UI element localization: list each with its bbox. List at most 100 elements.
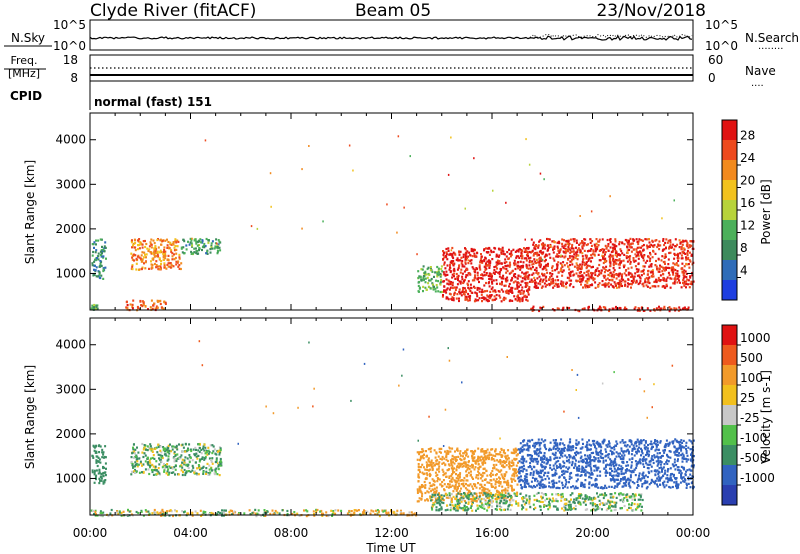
heatmap-cell: [485, 262, 487, 265]
heatmap-cell: [686, 278, 689, 281]
heatmap-cell: [136, 457, 139, 461]
heatmap-cell: [192, 252, 195, 255]
heatmap-cell: [575, 239, 578, 242]
heatmap-cell: [450, 467, 453, 470]
heatmap-cell: [628, 243, 631, 246]
heatmap-cell: [611, 243, 614, 246]
heatmap-cell: [673, 252, 676, 255]
heatmap-cell: [424, 484, 427, 487]
heatmap-cell: [174, 244, 177, 248]
heatmap-cell: [134, 461, 137, 464]
heatmap-cell: [508, 282, 511, 286]
heatmap-cell: [677, 276, 680, 279]
heatmap-cell: [165, 454, 168, 457]
heatmap-cell: [534, 444, 537, 447]
heatmap-cell: [629, 474, 632, 477]
heatmap-cell: [508, 264, 511, 268]
heatmap-cell: [94, 510, 97, 513]
heatmap-cell: [586, 449, 589, 452]
heatmap-cell: [427, 448, 430, 451]
heatmap-cell: [615, 251, 618, 255]
heatmap-cell: [457, 267, 460, 270]
heatmap-cell: [641, 472, 644, 476]
heatmap-cell: [195, 251, 198, 255]
heatmap-cell: [577, 266, 580, 269]
heatmap-cell: [626, 468, 628, 471]
heatmap-cell: [147, 463, 150, 466]
heatmap-cell: [468, 296, 471, 299]
heatmap-cell: [544, 258, 547, 262]
heatmap-cell: [582, 286, 584, 289]
heatmap-cell: [576, 248, 579, 252]
heatmap-cell: [437, 462, 440, 465]
heatmap-cell: [438, 465, 441, 468]
heatmap-cell: [513, 468, 516, 471]
heatmap-cell: [190, 239, 193, 242]
heatmap-cell: [204, 446, 207, 449]
heatmap-cell: [443, 473, 446, 476]
heatmap-cell: [348, 509, 351, 513]
heatmap-cell: [480, 290, 483, 294]
heatmap-cell: [204, 452, 207, 455]
heatmap-cell: [90, 307, 93, 310]
heatmap-cell: [681, 251, 684, 254]
heatmap-cell: [580, 265, 583, 268]
heatmap-cell: [142, 301, 145, 304]
heatmap-cell: [491, 282, 494, 285]
heatmap-cell: [191, 469, 194, 472]
heatmap-cell: [427, 282, 430, 285]
heatmap-cell: [425, 455, 428, 458]
heatmap-cell: [630, 453, 633, 456]
heatmap-cell: [681, 441, 684, 444]
heatmap-cell: [572, 448, 575, 451]
heatmap-cell: [505, 201, 507, 204]
heatmap-cell: [490, 458, 493, 461]
heatmap-cell: [462, 292, 465, 296]
heatmap-cell: [535, 271, 538, 274]
heatmap-cell: [189, 241, 192, 244]
heatmap-cell: [490, 294, 493, 297]
heatmap-cell: [464, 262, 467, 265]
heatmap-cell: [653, 280, 656, 283]
heatmap-cell: [120, 511, 123, 514]
heatmap-cell: [501, 280, 503, 283]
heatmap-cell: [628, 248, 631, 252]
heatmap-cell: [144, 454, 147, 457]
heatmap-cell: [166, 238, 168, 241]
heatmap-cell: [157, 445, 160, 449]
heatmap-cell: [685, 244, 688, 247]
heatmap-cell: [485, 273, 488, 276]
heatmap-cell: [120, 514, 123, 517]
heatmap-cell: [472, 267, 475, 270]
heatmap-cell: [91, 471, 94, 474]
heatmap-cell: [182, 238, 185, 241]
heatmap-cell: [92, 250, 95, 254]
heatmap-cell: [488, 272, 491, 275]
heatmap-cell: [544, 485, 547, 488]
heatmap-cell: [448, 483, 451, 486]
heatmap-cell: [540, 258, 542, 261]
heatmap-cell: [452, 262, 455, 265]
heatmap-cell: [552, 464, 555, 467]
heatmap-cell: [156, 265, 159, 268]
heatmap-cell: [412, 513, 415, 516]
heatmap-cell: [95, 307, 98, 310]
heatmap-cell: [669, 241, 672, 244]
heatmap-cell: [315, 508, 318, 511]
heatmap-cell: [615, 478, 618, 481]
heatmap-cell: [552, 439, 555, 442]
heatmap-cell: [157, 443, 160, 446]
heatmap-cell: [614, 248, 616, 251]
heatmap-cell: [632, 257, 635, 260]
heatmap-cell: [154, 245, 157, 248]
heatmap-cell: [532, 243, 535, 246]
heatmap-cell: [103, 471, 106, 474]
heatmap-cell: [563, 476, 566, 479]
heatmap-cell: [599, 307, 602, 310]
heatmap-cell: [448, 253, 451, 256]
heatmap-cell: [629, 476, 632, 479]
heatmap-cell: [647, 245, 650, 248]
heatmap-cell: [205, 467, 208, 470]
heatmap-cell: [93, 481, 96, 484]
heatmap-cell: [480, 253, 482, 256]
